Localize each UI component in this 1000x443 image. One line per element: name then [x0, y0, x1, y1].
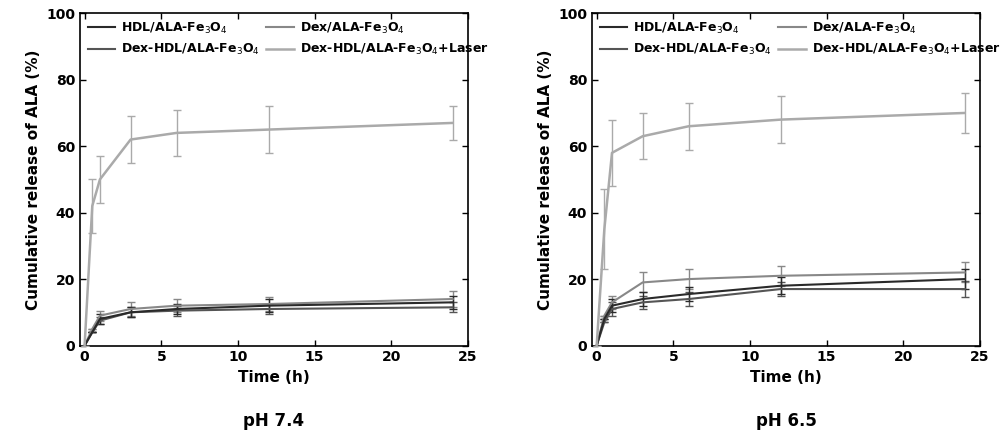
X-axis label: Time (h): Time (h) — [750, 370, 822, 385]
Y-axis label: Cumulative release of ALA (%): Cumulative release of ALA (%) — [538, 49, 553, 310]
Legend: HDL/ALA-Fe$_3$O$_4$, Dex-HDL/ALA-Fe$_3$O$_4$, Dex/ALA-Fe$_3$O$_4$, Dex-HDL/ALA-F: HDL/ALA-Fe$_3$O$_4$, Dex-HDL/ALA-Fe$_3$O… — [596, 17, 1000, 61]
X-axis label: Time (h): Time (h) — [238, 370, 310, 385]
Y-axis label: Cumulative release of ALA (%): Cumulative release of ALA (%) — [26, 49, 41, 310]
Text: pH 7.4: pH 7.4 — [243, 412, 305, 430]
Text: pH 6.5: pH 6.5 — [756, 412, 816, 430]
Legend: HDL/ALA-Fe$_3$O$_4$, Dex-HDL/ALA-Fe$_3$O$_4$, Dex/ALA-Fe$_3$O$_4$, Dex-HDL/ALA-F: HDL/ALA-Fe$_3$O$_4$, Dex-HDL/ALA-Fe$_3$O… — [84, 17, 492, 61]
